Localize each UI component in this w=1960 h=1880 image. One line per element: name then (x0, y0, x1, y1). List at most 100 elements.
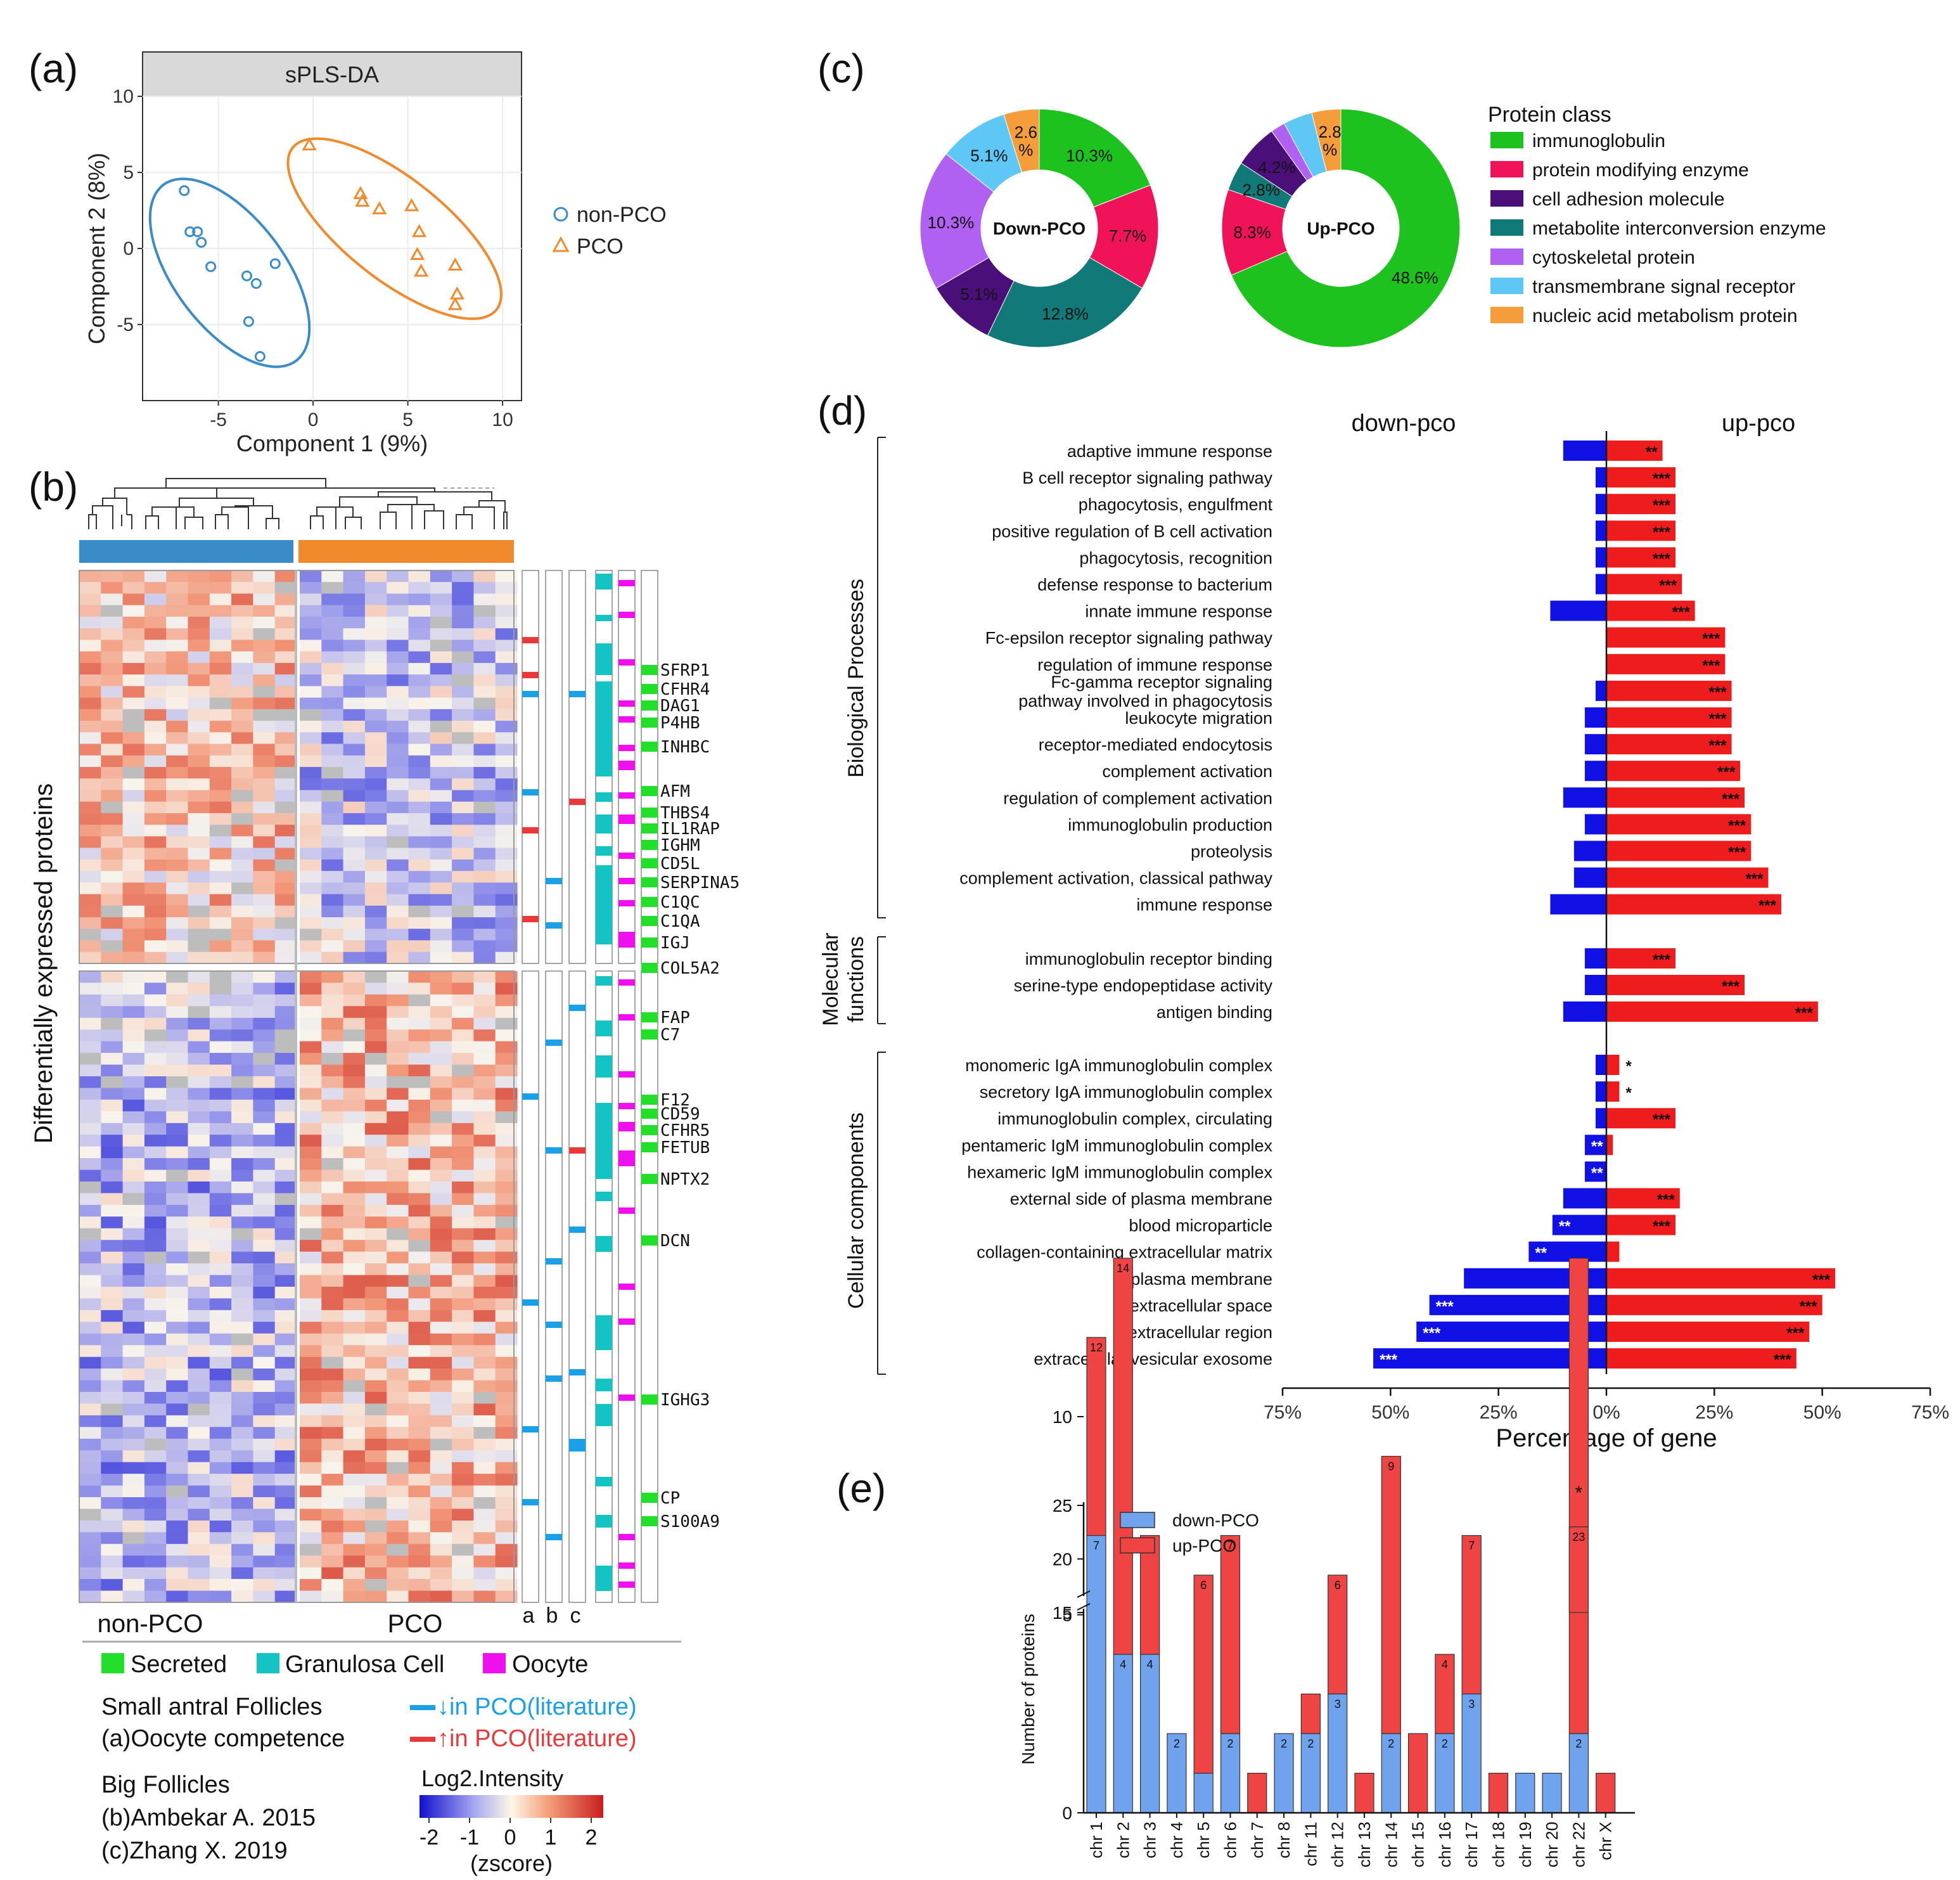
heatmap-cell (101, 1333, 124, 1346)
heatmap-cell (473, 1181, 496, 1194)
point-nonpco (179, 185, 190, 196)
heatmap-cell (430, 1415, 452, 1427)
heatmap-cell (188, 1158, 210, 1171)
heatmap-cell (452, 1333, 474, 1346)
heatmap-cell (79, 616, 101, 629)
heatmap-cell (495, 1146, 518, 1159)
heatmap-cell (495, 721, 518, 733)
bar-down-label: 7 (1093, 1540, 1099, 1552)
heatmap-cell (209, 1356, 232, 1369)
heatmap-cell (364, 1590, 387, 1603)
heatmap-cell (166, 1041, 189, 1053)
heatmap-cell (231, 871, 253, 883)
heatmap-cell (274, 1543, 297, 1556)
heatmap-cell (321, 744, 344, 756)
heatmap-cell (166, 917, 189, 929)
heatmap-cell (188, 1287, 210, 1299)
heatmap-cell (364, 1438, 387, 1451)
heatmap-cell (274, 825, 297, 837)
heatmap-cell (79, 570, 101, 583)
heatmap-cell (188, 674, 210, 686)
heatmap-cell (364, 697, 387, 710)
legend-big-follicles: Big Follicles (101, 1772, 230, 1798)
heatmap-cell (188, 836, 210, 849)
annotation-column (641, 970, 658, 1603)
heatmap-cell (473, 1216, 496, 1229)
heatmap-cell (300, 1462, 322, 1474)
heatmap-cell (253, 1204, 276, 1217)
heatmap-cell (188, 1251, 210, 1264)
heatmap-cell (122, 1555, 145, 1568)
heatmap-cell (144, 1567, 167, 1580)
heatmap-cell (387, 1193, 409, 1206)
heatmap-cell (122, 1099, 145, 1112)
granulosa-mark (596, 1020, 612, 1036)
heatmap-cell (274, 582, 297, 594)
oocyte-mark (618, 1534, 635, 1540)
heatmap-cell (300, 1415, 322, 1427)
heatmap-cell (144, 1450, 167, 1463)
heatmap-cell (122, 813, 145, 825)
heatmap-cell (343, 1216, 366, 1229)
heatmap-cell (209, 628, 232, 640)
oocyte-mark (618, 700, 635, 707)
heatmap-cell (321, 1310, 344, 1322)
heatmap-cell (144, 1345, 167, 1358)
heatmap-cell (166, 1216, 189, 1229)
go-term-label: adaptive immune response (1067, 442, 1272, 461)
heatmap-cell (144, 1415, 167, 1427)
heatmap-cell (253, 1532, 276, 1545)
heatmap-cell (144, 1181, 167, 1194)
bar-down-pco (1550, 600, 1606, 621)
legend-oocyte: Oocyte (512, 1651, 588, 1678)
heatmap-cell (430, 1193, 452, 1206)
heatmap-cell (101, 1427, 124, 1439)
dendrogram-branch (456, 514, 473, 529)
heatmap-cell (209, 1555, 232, 1568)
heatmap-cell (101, 1204, 124, 1217)
oocyte-mark (618, 716, 635, 723)
heatmap-cell (253, 1017, 276, 1030)
heatmap-cell (188, 709, 210, 721)
heatmap-cell (408, 662, 431, 675)
heatmap-cell (300, 686, 322, 699)
heatmap-cell (364, 1029, 387, 1042)
heatmap-cell (101, 1579, 124, 1592)
heatmap-cell (122, 605, 145, 617)
heatmap-cell (209, 1450, 232, 1463)
heatmap-cell (408, 929, 431, 941)
x-axis: 75% 50% 25% 0% 25% 50% 75% (1264, 1387, 1949, 1423)
annotation-column (568, 570, 586, 964)
heatmap-cell (209, 1216, 232, 1229)
point-pco (449, 286, 464, 300)
heatmap-cell (408, 1474, 431, 1486)
heatmap-cell (495, 593, 518, 606)
heatmap-cell (430, 628, 452, 640)
d-tick-label: 75% (1911, 1402, 1949, 1423)
bar-down-label: 2 (1388, 1737, 1394, 1750)
heatmap-cell (274, 1076, 297, 1088)
heatmap-cell (408, 697, 431, 710)
heatmap-cell (321, 1450, 344, 1463)
heatmap-cell (321, 1228, 344, 1240)
chromosome-label: chr 1 (1087, 1822, 1106, 1858)
heatmap-cell (321, 1543, 344, 1556)
heatmap-cell (122, 1497, 145, 1509)
bar-up-pco (1606, 1241, 1620, 1262)
heatmap-cell (188, 651, 210, 664)
up-star: * (1625, 1058, 1632, 1075)
go-term-label: hexameric IgM immunoglobulin complex (967, 1162, 1272, 1181)
heatmap-cell (166, 1590, 189, 1603)
heatmap-cell (364, 951, 387, 964)
heatmap-cell (79, 1099, 101, 1112)
colorbar-tick-label: 2 (586, 1825, 598, 1850)
heatmap-cell (473, 1064, 496, 1077)
bar-up (1568, 1258, 1589, 1734)
heatmap-cell (101, 1567, 124, 1580)
heatmap-cell (122, 732, 145, 745)
heatmap-cell (387, 1474, 409, 1486)
heatmap-cell (188, 570, 210, 583)
heatmap-cell (144, 1356, 167, 1369)
heatmap-cell (166, 1076, 189, 1088)
heatmap-cell (452, 674, 474, 686)
